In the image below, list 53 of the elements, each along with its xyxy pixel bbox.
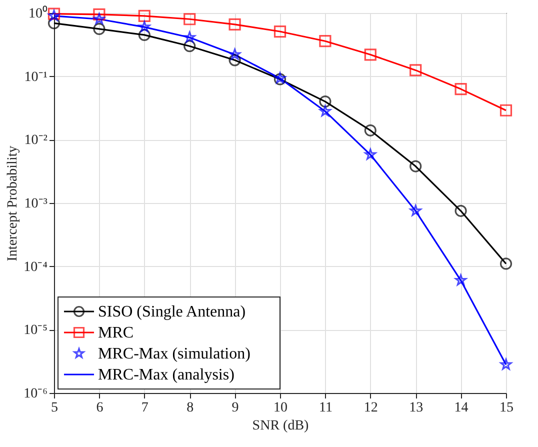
legend-label: SISO (Single Antenna) <box>98 304 246 320</box>
point <box>48 17 60 30</box>
point <box>228 54 241 66</box>
point <box>364 148 376 160</box>
point <box>364 48 376 61</box>
y-tick-label: 10⁰ <box>28 6 48 22</box>
point <box>500 358 512 370</box>
point <box>454 83 467 96</box>
point <box>184 31 196 43</box>
x-tick-label: 13 <box>409 400 424 416</box>
y-tick-label: 10⁻⁶ <box>24 386 48 402</box>
point <box>500 104 512 116</box>
point <box>229 48 241 60</box>
point <box>184 40 196 52</box>
x-axis-title: SNR (dB) <box>252 418 310 434</box>
x-tick-label: 7 <box>141 400 148 416</box>
point <box>410 160 422 172</box>
point <box>319 96 332 108</box>
x-tick-label: 15 <box>500 400 514 416</box>
x-tick-label: 12 <box>364 400 378 416</box>
point <box>138 28 150 41</box>
point <box>319 105 331 116</box>
legend-label: MRC-Max (analysis) <box>98 366 234 384</box>
point <box>274 25 286 38</box>
point <box>93 13 105 24</box>
point <box>138 10 150 22</box>
y-tick-label: 10⁻⁴ <box>24 260 48 275</box>
point <box>93 8 106 20</box>
y-tick-label: 10⁻¹ <box>24 70 48 85</box>
point <box>454 204 467 217</box>
point <box>455 274 467 286</box>
legend-label: MRC <box>98 324 134 342</box>
point <box>228 18 241 30</box>
x-tick-label: 8 <box>186 400 194 416</box>
point <box>410 64 422 76</box>
x-tick-label: 9 <box>232 400 239 416</box>
x-tick-label: 14 <box>454 400 468 416</box>
point <box>184 13 196 26</box>
y-tick-label: 10⁻² <box>24 133 48 148</box>
y-tick-label: 10⁻³ <box>24 196 48 212</box>
y-tick-label: 10⁻⁵ <box>24 323 48 338</box>
point <box>319 35 332 48</box>
y-axis-title: Intercept Probability <box>6 146 21 262</box>
x-tick-label: 11 <box>318 400 332 416</box>
point <box>364 124 376 136</box>
point <box>500 258 512 270</box>
x-tick-label: 10 <box>274 400 288 416</box>
point <box>138 21 150 32</box>
point <box>410 204 422 216</box>
x-tick-label: 5 <box>51 400 58 416</box>
x-tick-label: 6 <box>96 400 104 416</box>
point <box>93 22 106 35</box>
legend-label: MRC-Max (simulation) <box>98 346 250 362</box>
